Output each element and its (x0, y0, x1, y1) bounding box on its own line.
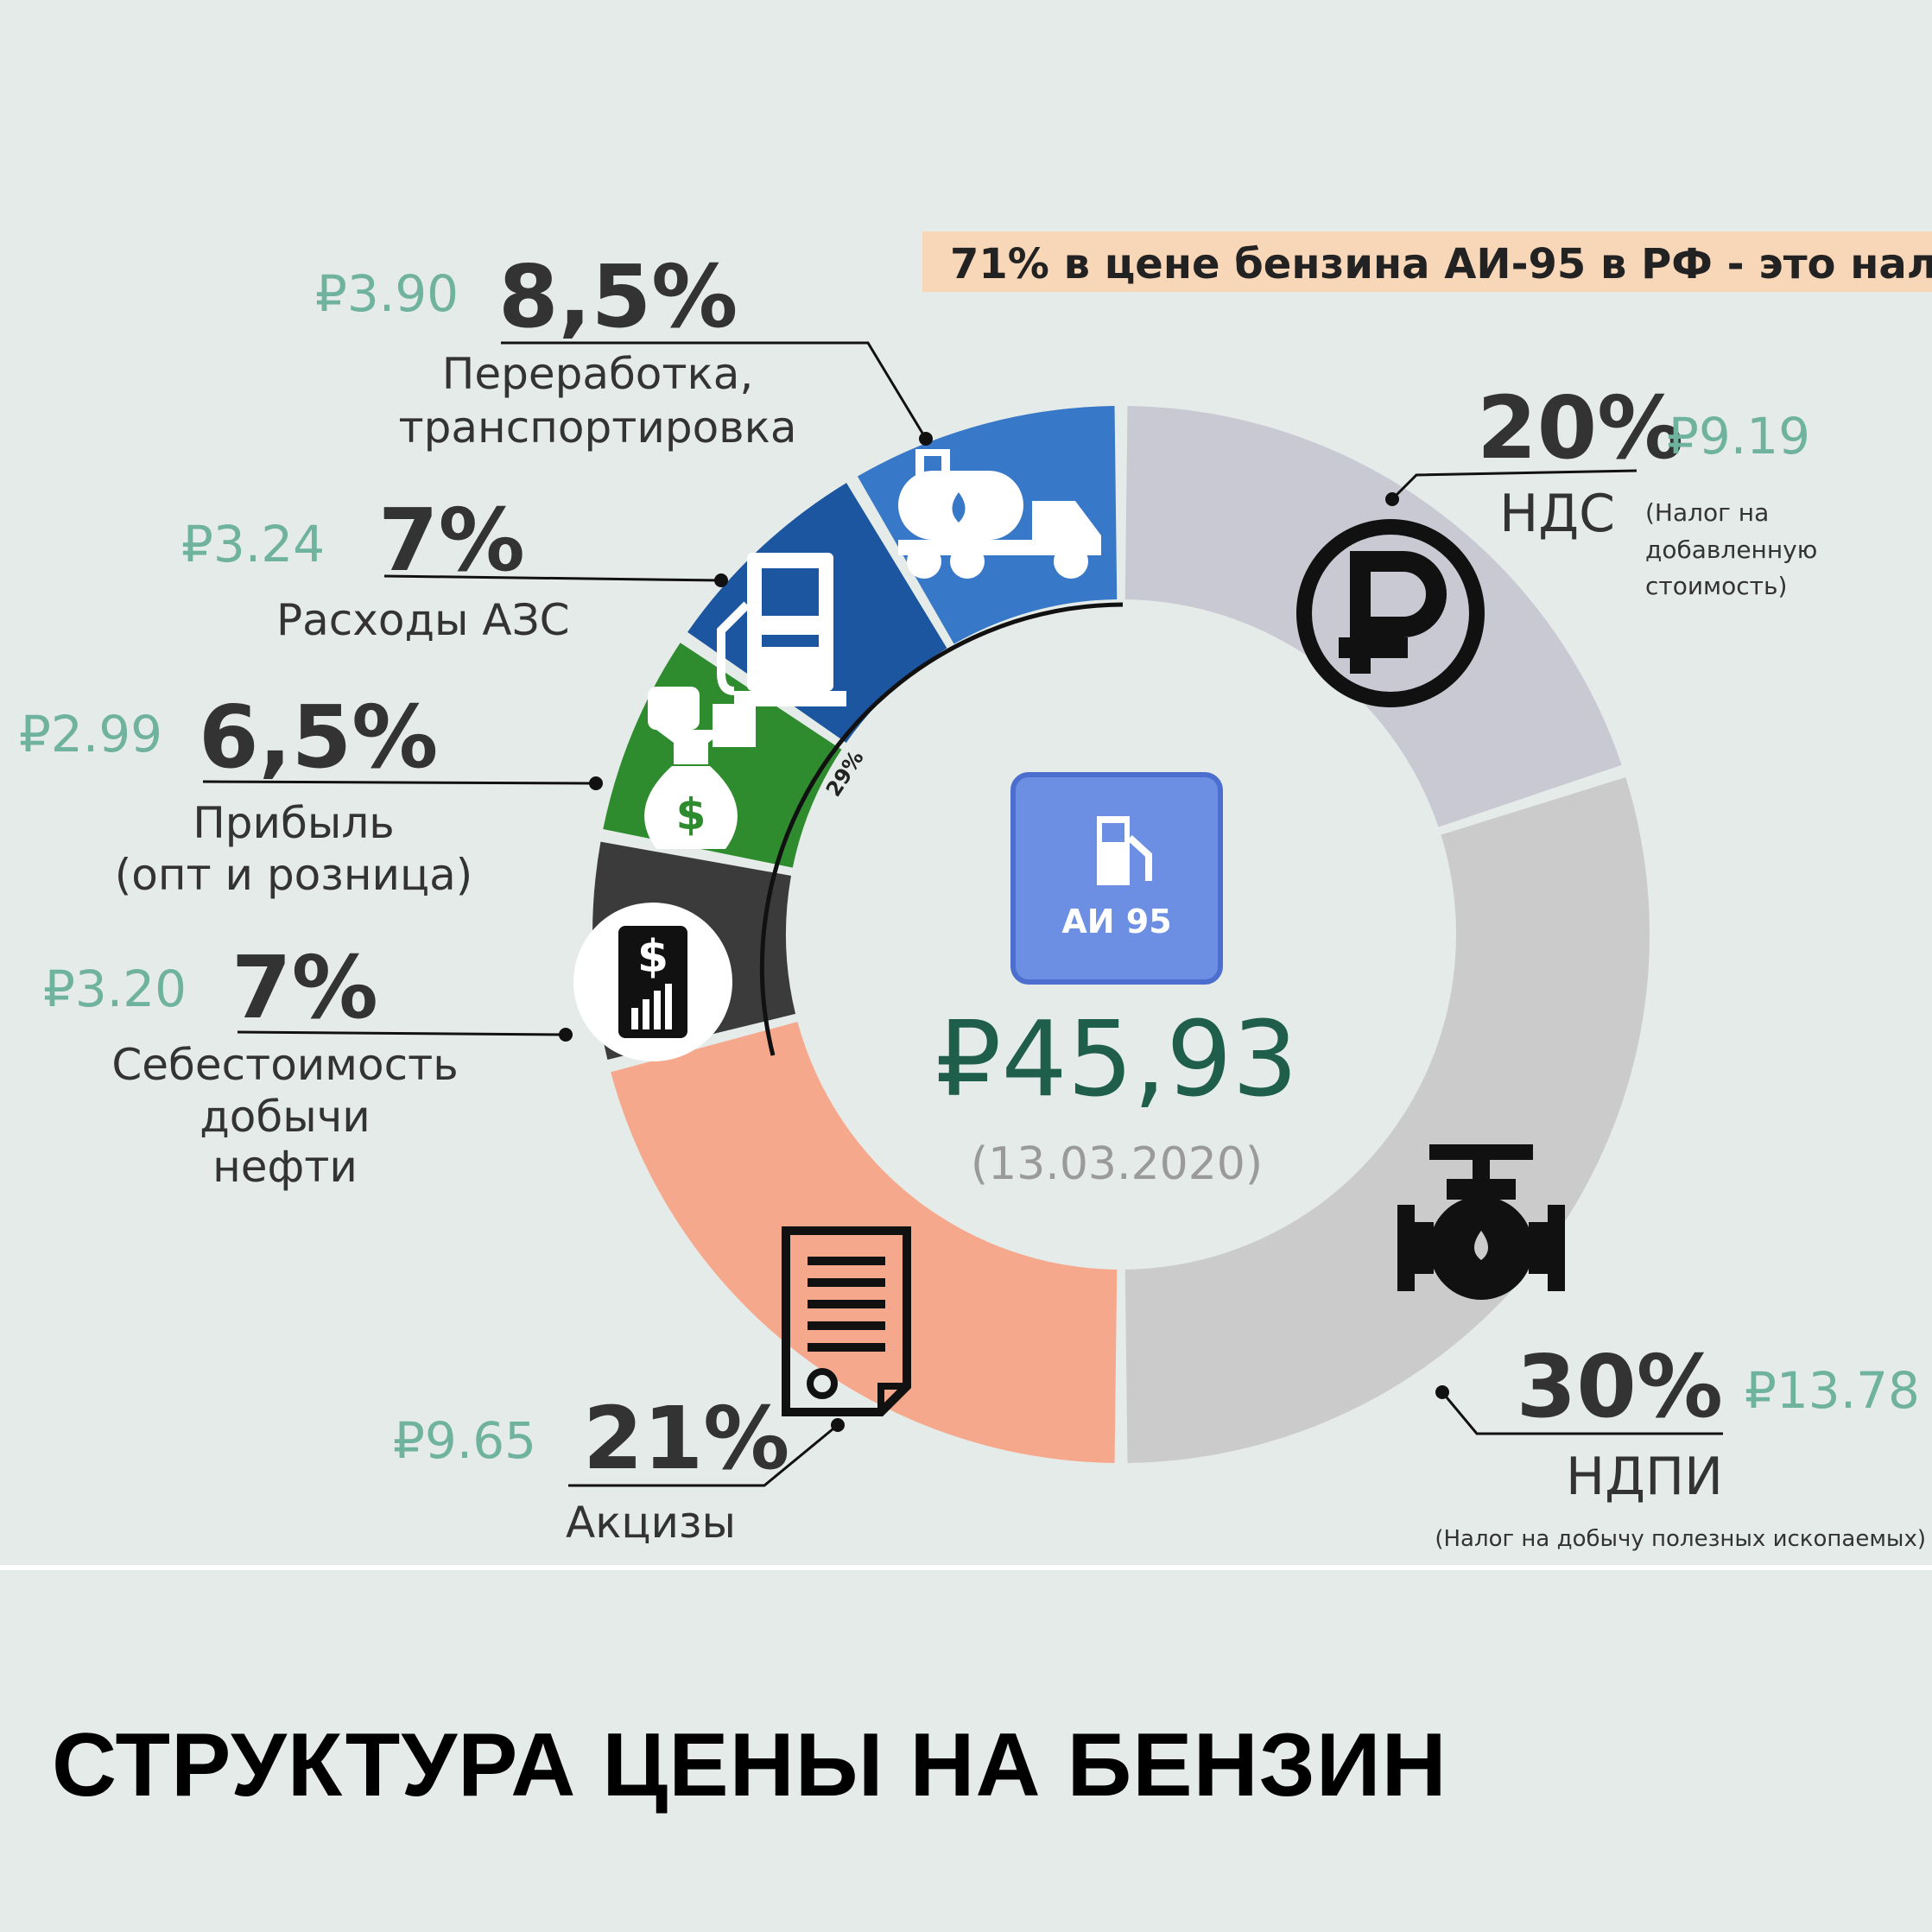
center-price: ₽45,93 (935, 1000, 1298, 1120)
price-label: ₽13.78 (1745, 1361, 1920, 1420)
category-label: Акцизы (566, 1498, 736, 1548)
price-label: ₽9.19 (1667, 407, 1810, 466)
price-label: ₽2.99 (19, 705, 162, 763)
money-bag-icon: $ (644, 687, 756, 849)
document-icon (782, 1226, 911, 1416)
leader-dot (1435, 1385, 1449, 1399)
category-label: нефти (212, 1142, 358, 1192)
price-label: ₽3.24 (181, 515, 325, 573)
category-label: транспортировка (399, 402, 797, 453)
leader-line (501, 341, 928, 440)
ruble-icon (1296, 519, 1485, 707)
leader-dot (589, 776, 603, 790)
chart-dollar-icon: $ (573, 903, 732, 1061)
category-label: НДПИ (1566, 1447, 1723, 1507)
category-note: (Налог на (1645, 498, 1769, 527)
fuel-badge-label: АИ 95 (1061, 903, 1171, 941)
banner-text: 71% в цене бензина АИ-95 в РФ - это нало… (950, 240, 1932, 288)
category-note: стоимость) (1645, 572, 1787, 600)
leader-line (1390, 469, 1637, 501)
percent-label: 6,5% (199, 687, 438, 788)
leader-dot (714, 573, 728, 587)
center-date: (13.03.2020) (971, 1138, 1263, 1190)
valve-icon (1397, 1144, 1565, 1300)
percent-label: 8,5% (498, 246, 738, 347)
price-label: ₽9.65 (393, 1411, 536, 1470)
category-note: добавленную (1645, 535, 1817, 564)
leader-line (237, 1030, 567, 1036)
svg-text:$: $ (637, 931, 668, 983)
leader-line (383, 574, 722, 582)
banner-background (922, 231, 1932, 292)
slice-akcizy (611, 1022, 1118, 1463)
percent-label: 20% (1477, 377, 1683, 478)
bracket-arc (759, 602, 1124, 1056)
leader-line (1441, 1391, 1723, 1435)
slice-nds (1124, 406, 1622, 827)
svg-text:$: $ (676, 789, 706, 839)
fuel-pump-icon (717, 553, 846, 706)
category-label: Переработка, (442, 349, 754, 399)
leader-line (202, 780, 597, 785)
percent-label: 30% (1517, 1336, 1723, 1437)
price-label: ₽3.90 (315, 264, 459, 323)
price-label: ₽3.20 (43, 960, 187, 1018)
chart-area: 71% в цене бензина АИ-95 в РФ - это нало… (19, 231, 1932, 1552)
slice-ndpi (1124, 777, 1650, 1463)
category-label: Прибыль (193, 798, 395, 848)
leader-dot (919, 432, 933, 446)
category-label: НДС (1499, 484, 1615, 544)
percent-label: 21% (583, 1388, 789, 1489)
leader-dot (1385, 492, 1399, 506)
divider (0, 1565, 1932, 1570)
leader-dot (559, 1028, 573, 1042)
category-note: (Налог на добычу полезных ископаемых) (1435, 1526, 1926, 1552)
page-heading: СТРУКТУРА ЦЕНЫ НА БЕНЗИН (52, 1715, 1447, 1815)
category-label: Расходы АЗС (276, 595, 570, 645)
percent-label: 7% (378, 490, 525, 591)
leader-line (568, 1423, 839, 1487)
fuel-badge-icon: АИ 95 (1010, 772, 1223, 985)
category-label: Себестоимость (111, 1040, 458, 1090)
category-label: добычи (200, 1092, 371, 1142)
category-label: (опт и розница) (115, 850, 472, 900)
percent-label: 7% (231, 937, 378, 1038)
tanker-truck-icon (898, 449, 1101, 579)
leader-dot (831, 1418, 845, 1432)
donut-chart: 71% в цене бензина АИ-95 в РФ - это нало… (19, 231, 1932, 1552)
